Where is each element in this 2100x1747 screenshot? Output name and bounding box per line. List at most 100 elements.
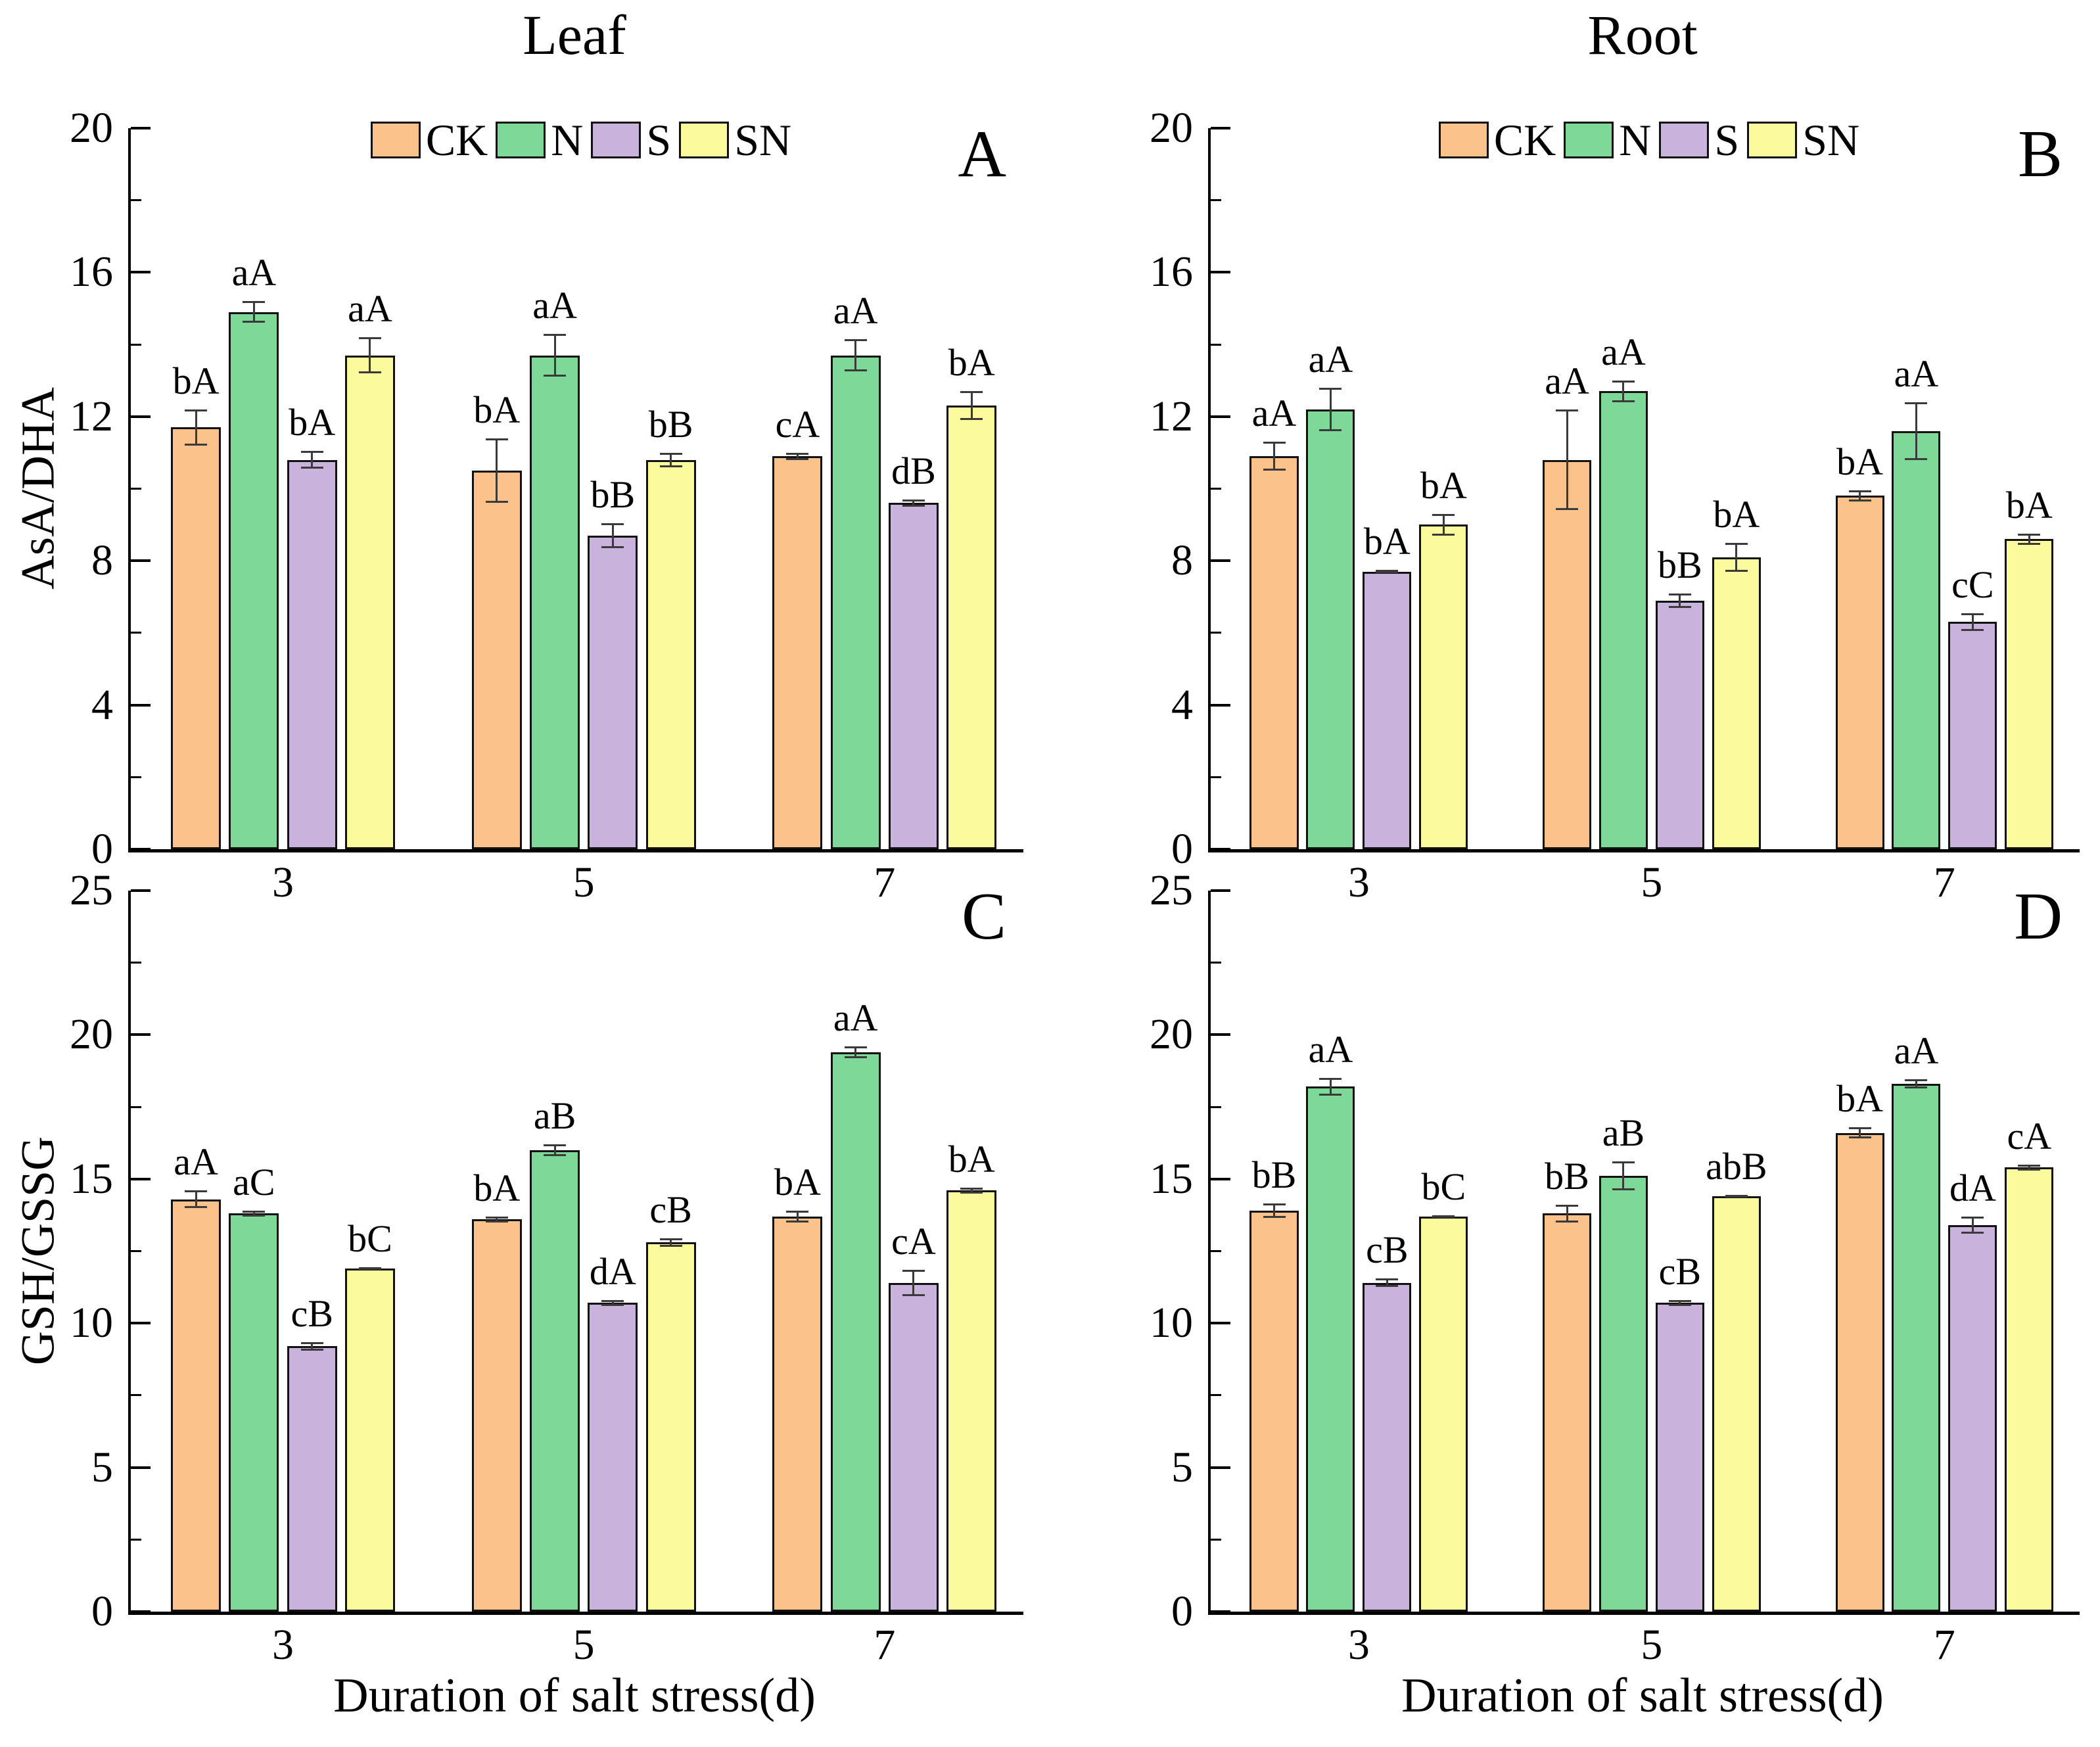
error-bar	[311, 1341, 314, 1351]
error-bar-cap-bottom	[1319, 429, 1342, 431]
y-axis-major-tick	[1211, 415, 1230, 418]
bar-ck-day5	[1543, 459, 1592, 849]
error-bar	[252, 301, 255, 323]
error-bar-cap-top	[1376, 1278, 1399, 1281]
error-bar-cap-bottom	[358, 371, 381, 373]
error-bar	[1915, 1079, 1917, 1088]
error-bar-cap-top	[185, 409, 208, 411]
y-axis-tick-label: 16	[70, 248, 113, 296]
y-axis-major-tick	[1211, 848, 1230, 850]
significance-label: aA	[833, 996, 878, 1039]
error-bar	[252, 1211, 255, 1217]
bar-n-day7	[830, 1052, 881, 1612]
significance-label: bA	[774, 1161, 821, 1204]
y-axis-tick-label: 0	[91, 825, 113, 873]
error-bar	[1566, 1205, 1568, 1223]
bar-sn-day5	[1712, 557, 1761, 849]
significance-label: bB	[1545, 1155, 1589, 1198]
error-bar-cap-bottom	[1905, 457, 1928, 460]
y-axis-minor-tick	[131, 632, 141, 634]
error-bar-cap-bottom	[659, 465, 682, 467]
y-axis-major-tick	[131, 1466, 151, 1469]
y-axis-minor-tick	[1211, 632, 1221, 634]
significance-label: bA	[473, 1166, 521, 1209]
y-axis-minor-tick	[131, 199, 141, 202]
error-bar-cap-top	[485, 438, 508, 440]
panel-letter-b: B	[2017, 117, 2063, 191]
error-bar	[311, 450, 314, 469]
bar-n-day3	[229, 312, 279, 849]
error-bar-cap-top	[2018, 1164, 2041, 1167]
y-axis-major-tick	[1211, 1177, 1230, 1180]
error-bar-cap-top	[1848, 1127, 1871, 1129]
error-bar-cap-bottom	[1961, 629, 1984, 632]
error-bar-cap-top	[960, 391, 983, 394]
y-axis-tick-label: 20	[1150, 1010, 1193, 1059]
error-bar	[496, 1216, 498, 1223]
bar-ck-day3	[171, 1199, 222, 1612]
y-axis-minor-tick	[131, 343, 141, 346]
bar-n-day5	[530, 1150, 580, 1612]
y-axis-major-tick	[1211, 1466, 1230, 1469]
x-axis-tick-label: 3	[272, 858, 294, 906]
error-bar-cap-top	[902, 499, 925, 501]
x-axis-tick-label: 3	[1347, 858, 1370, 906]
error-bar	[912, 1270, 915, 1296]
error-bar	[1273, 442, 1275, 471]
y-axis-major-tick	[1211, 1610, 1230, 1613]
error-bar	[1566, 409, 1568, 511]
significance-label: cA	[775, 402, 820, 446]
panel-letter-d: D	[2014, 879, 2063, 954]
error-bar	[854, 1046, 857, 1058]
error-bar-cap-bottom	[601, 1303, 624, 1306]
legend-label-n: N	[551, 115, 584, 165]
error-bar	[496, 438, 498, 503]
error-bar	[912, 499, 915, 507]
error-bar-cap-bottom	[185, 1205, 208, 1208]
y-axis-major-tick	[1211, 1322, 1230, 1325]
panel-b-plot: B 0 4 8 12 16 20 3 aA aA bA bA 5 aA aA bB bA 7 bA aA cC bA CK…	[1150, 106, 2080, 904]
error-bar	[2028, 534, 2030, 545]
significance-label: bA	[1836, 1077, 1883, 1120]
error-bar-cap-top	[1263, 442, 1286, 444]
x-axis-tick-label: 7	[1933, 858, 1955, 906]
error-bar-cap-top	[1263, 1203, 1286, 1206]
error-bar	[1622, 380, 1625, 402]
legend: CK N S SN	[131, 118, 1023, 162]
bar-sn-day5	[645, 459, 696, 849]
legend-swatch-s	[591, 122, 642, 158]
error-bar-cap-bottom	[243, 1214, 266, 1217]
error-bar-cap-top	[1376, 569, 1399, 572]
significance-label: abB	[1706, 1144, 1767, 1188]
significance-label: dA	[1949, 1166, 1996, 1209]
bar-sn-day7	[2005, 539, 2054, 849]
error-bar	[1622, 1161, 1625, 1191]
y-axis-tick-label: 10	[70, 1299, 113, 1347]
significance-label: aA	[174, 1140, 218, 1184]
error-bar-cap-top	[1905, 1079, 1928, 1082]
significance-label: aA	[1308, 1028, 1353, 1071]
y-axis-tick-label: 12	[1150, 392, 1193, 440]
error-bar-cap-bottom	[544, 1153, 567, 1156]
panel-a-plot: A 0 4 8 12 16 20 3 bA aA bA aA 5 bA aA bB bB 7 cA aA dB bA CK…	[70, 106, 1023, 904]
bar-sn-day5	[1712, 1196, 1761, 1612]
error-bar-cap-bottom	[1432, 533, 1455, 536]
x-axis-tick-label: 5	[1641, 1621, 1663, 1669]
error-bar-cap-top	[1961, 1216, 1984, 1219]
error-bar-cap-top	[1725, 542, 1748, 545]
bar-sn-day5	[645, 1242, 696, 1612]
bar-sn-day3	[1419, 524, 1468, 849]
legend-label-sn: SN	[734, 115, 792, 165]
significance-label: cB	[291, 1292, 333, 1335]
y-axis-tick-label: 5	[91, 1443, 113, 1491]
error-bar-cap-top	[1668, 593, 1691, 595]
error-bar-cap-top	[1848, 490, 1871, 493]
y-axis-minor-tick	[131, 488, 141, 490]
error-bar-cap-bottom	[960, 1191, 983, 1194]
bar-s-day3	[287, 459, 337, 849]
y-axis-major-tick	[1211, 271, 1230, 274]
error-bar-cap-top	[1319, 387, 1342, 390]
error-bar-cap-bottom	[185, 443, 208, 446]
bar-s-day3	[1363, 1282, 1412, 1612]
error-bar	[1273, 1203, 1275, 1219]
